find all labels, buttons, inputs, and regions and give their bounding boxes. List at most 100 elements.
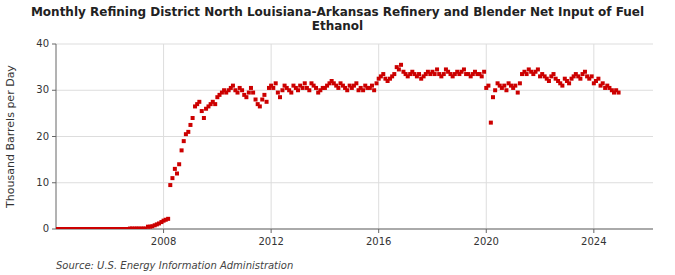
point xyxy=(596,77,600,81)
point xyxy=(258,104,262,108)
point xyxy=(177,162,181,166)
point xyxy=(166,217,170,221)
point xyxy=(560,84,564,88)
point xyxy=(271,86,275,90)
x-tick xyxy=(271,229,272,233)
point xyxy=(552,72,556,76)
y-axis-label: Thousand Barrels per Day xyxy=(4,65,17,209)
x-grid-line xyxy=(163,44,164,229)
y-tick xyxy=(52,182,56,183)
point xyxy=(296,88,300,92)
y-grid-line xyxy=(56,44,653,45)
y-tick xyxy=(52,44,56,45)
point xyxy=(578,77,582,81)
point xyxy=(361,88,365,92)
point xyxy=(567,81,571,85)
point xyxy=(345,88,349,92)
point xyxy=(417,72,421,76)
x-tick xyxy=(163,229,164,233)
x-grid-line xyxy=(593,44,594,229)
point xyxy=(260,98,264,102)
point xyxy=(435,67,439,71)
point xyxy=(480,74,484,78)
point xyxy=(525,72,529,76)
point xyxy=(493,88,497,92)
y-tick-label: 10 xyxy=(36,177,49,188)
point xyxy=(170,176,174,180)
y-tick xyxy=(52,90,56,91)
grid xyxy=(56,44,653,229)
point xyxy=(486,84,490,88)
point xyxy=(482,70,486,74)
point xyxy=(197,100,201,104)
point xyxy=(502,84,506,88)
point xyxy=(236,91,240,95)
x-tick xyxy=(593,229,594,233)
x-tick-label: 2012 xyxy=(258,236,283,247)
point xyxy=(168,183,172,187)
point xyxy=(370,84,374,88)
point xyxy=(307,88,311,92)
point xyxy=(601,81,605,85)
y-grid-line xyxy=(56,90,653,91)
x-tick-label: 2020 xyxy=(474,236,499,247)
y-tick xyxy=(52,229,56,230)
point xyxy=(186,130,190,134)
point xyxy=(590,74,594,78)
point xyxy=(301,86,305,90)
point xyxy=(392,72,396,76)
y-tick-label: 0 xyxy=(43,223,49,234)
y-tick-label: 20 xyxy=(36,131,49,142)
x-tick xyxy=(378,229,379,233)
point xyxy=(289,91,293,95)
point xyxy=(280,88,284,92)
point xyxy=(381,72,385,76)
y-grid-line xyxy=(56,136,653,137)
point xyxy=(442,72,446,76)
x-tick-label: 2016 xyxy=(366,236,391,247)
title: Monthly Refining District North Louisian… xyxy=(31,5,644,33)
point xyxy=(504,88,508,92)
point xyxy=(336,86,340,90)
point xyxy=(314,86,318,90)
x-tick xyxy=(486,229,487,233)
point xyxy=(180,148,184,152)
point xyxy=(399,63,403,67)
point xyxy=(175,172,179,176)
point xyxy=(173,167,177,171)
point xyxy=(516,91,520,95)
point xyxy=(265,100,269,104)
point xyxy=(372,88,376,92)
points xyxy=(56,63,621,229)
point xyxy=(536,67,540,71)
point xyxy=(251,91,255,95)
point xyxy=(191,116,195,120)
x-tick-label: 2008 xyxy=(151,236,176,247)
point xyxy=(262,93,266,97)
y-tick xyxy=(52,136,56,137)
point xyxy=(354,81,358,85)
point xyxy=(240,88,244,92)
source-note: Source: U.S. Energy Information Administ… xyxy=(56,260,293,271)
y-grid-line xyxy=(56,182,653,183)
x-grid-line xyxy=(378,44,379,229)
point xyxy=(518,81,522,85)
point xyxy=(244,95,248,99)
point xyxy=(491,95,495,99)
point xyxy=(231,84,235,88)
point xyxy=(247,91,251,95)
point xyxy=(375,81,379,85)
y-tick-label: 40 xyxy=(36,38,49,49)
point xyxy=(303,81,307,85)
point xyxy=(583,70,587,74)
point xyxy=(202,116,206,120)
point xyxy=(182,139,186,143)
x-grid-line xyxy=(271,44,272,229)
point xyxy=(397,67,401,71)
point xyxy=(547,79,551,83)
chart: 01020304020082012201620202024Monthly Ref… xyxy=(0,0,675,275)
x-tick-label: 2024 xyxy=(581,236,606,247)
point xyxy=(278,95,282,99)
point xyxy=(274,81,278,85)
point xyxy=(433,72,437,76)
